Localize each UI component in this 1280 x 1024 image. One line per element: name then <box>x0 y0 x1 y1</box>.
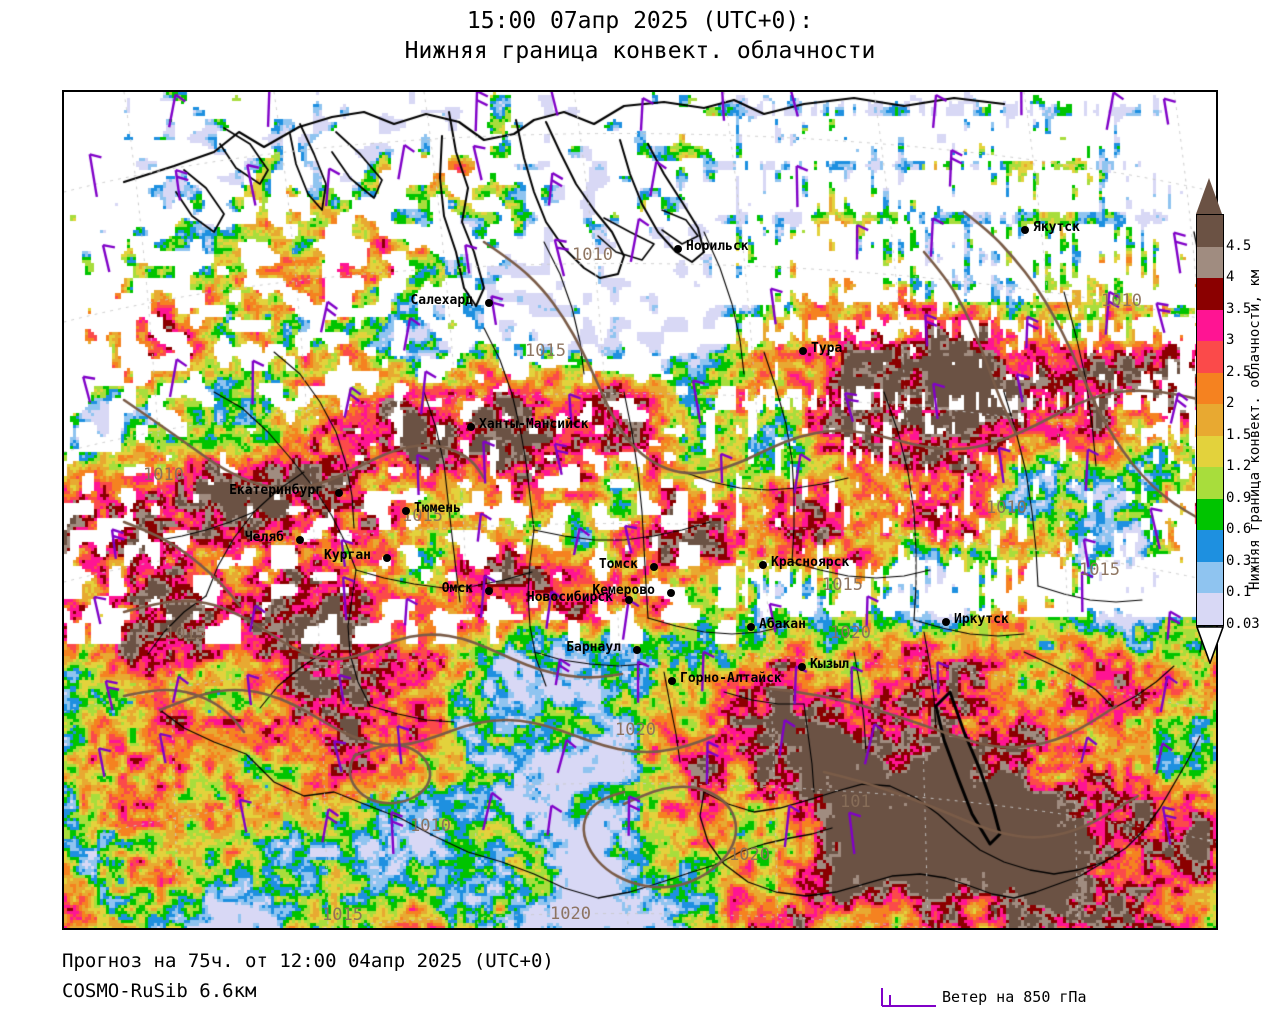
page-title: 15:00 07апр 2025 (UTC+0): Нижняя граница… <box>0 6 1280 66</box>
title-variable: Нижняя граница конвект. облачности <box>404 38 876 64</box>
city-label: Абакан <box>759 617 806 632</box>
colorbar-segment <box>1197 341 1223 373</box>
isobar-label: 1010 <box>410 816 451 836</box>
colorbar-segment <box>1197 530 1223 562</box>
city-dot-icon <box>1021 226 1029 234</box>
city-label: Кызыл <box>810 657 850 672</box>
city-dot-icon <box>798 663 806 671</box>
city-label: Новосибирск <box>526 590 613 605</box>
city-dot-icon <box>296 536 304 544</box>
city-label: Горно-Алтайск <box>680 671 782 686</box>
city-label: Томск <box>598 557 638 572</box>
colorbar-tick-label: 4.5 <box>1226 237 1252 254</box>
colorbar-ticks: 4.5 4 3.5 3 2.5 2 1.5 1.2 0.9 0.6 0.3 0.1 0.03 <box>1226 214 1276 632</box>
city-dot-icon <box>650 563 658 571</box>
isobar-label: 1015 <box>402 506 443 526</box>
city-label: Ханты-Мансийск <box>479 417 589 432</box>
colorbar-tick-label: 4 <box>1226 269 1235 286</box>
isobar-label: 1015 <box>822 575 863 595</box>
wind-legend: Ветер на 850 гПа <box>874 982 1204 1016</box>
city-dot-icon <box>485 299 493 307</box>
footer: Прогноз на 75ч. от 12:00 04апр 2025 (UTC… <box>62 948 1242 1004</box>
city-dot-icon <box>759 561 767 569</box>
colorbar-tick-label: 3 <box>1226 332 1235 349</box>
city-dot-icon <box>402 507 410 515</box>
colorbar-tick-label: 2.5 <box>1226 363 1252 380</box>
city-label: Тюмень <box>414 501 461 516</box>
wind-legend-label: Ветер на 850 гПа <box>942 988 1087 1006</box>
city-dot-icon <box>625 596 633 604</box>
colorbar-segment <box>1197 467 1223 499</box>
colorbar-segment <box>1197 278 1223 310</box>
colorbar-segment <box>1197 593 1223 625</box>
colorbar: 4.5 4 3.5 3 2.5 2 1.5 1.2 0.9 0.6 0.3 0.1 0.03 <box>1195 178 1280 678</box>
isobar-label-layer: 1010 1015 1015 1015 1010 1015 1020 1010 1015 1010… <box>64 92 1216 928</box>
footer-forecast-line: Прогноз на 75ч. от 12:00 04апр 2025 (UTC… <box>62 950 554 972</box>
colorbar-segment <box>1197 215 1223 247</box>
city-label: Якутск <box>1033 220 1080 235</box>
colorbar-over-arrow <box>1196 178 1222 214</box>
colorbar-tick-label: 0.9 <box>1226 489 1252 506</box>
colorbar-tick-label: 3.5 <box>1226 300 1252 317</box>
colorbar-tick-label: 0.03 <box>1226 616 1260 632</box>
city-label: Красноярск <box>771 555 850 570</box>
wind-barb-icon <box>881 988 936 1007</box>
city-label: Екатеринбург <box>229 483 323 498</box>
colorbar-tick-label: 0.1 <box>1226 584 1252 601</box>
colorbar-tick-label: 1.2 <box>1226 458 1252 475</box>
isobar-label: 1020 <box>830 623 871 643</box>
city-dot-icon <box>668 677 676 685</box>
isobar-label: 1015 <box>525 341 566 361</box>
isobar-label: 1015 <box>322 905 363 925</box>
city-dot-icon <box>747 623 755 631</box>
isobar-label: 1020 <box>615 720 656 740</box>
isobar-label: 1015 <box>165 624 206 644</box>
isobar-label: 1015 <box>1079 560 1120 580</box>
city-label: Челяб <box>244 530 284 545</box>
city-dot-icon <box>633 646 641 654</box>
colorbar-segment <box>1197 561 1223 594</box>
city-label-layer: Якутск Норильск Тура Салехард Ханты-Мансийск… <box>64 92 1216 928</box>
colorbar-segment <box>1197 498 1223 531</box>
isobar-label: 1010 <box>143 465 184 485</box>
city-dot-icon <box>467 423 475 431</box>
city-label: Кемерово <box>592 583 655 598</box>
colorbar-tick-label: 0.6 <box>1226 521 1252 538</box>
isobar-label: 1010 <box>572 245 613 265</box>
isobar-label: 1010 <box>986 498 1027 518</box>
city-label: Салехард <box>410 293 473 308</box>
city-dot-icon <box>667 589 675 597</box>
colorbar-tick-label: 1.5 <box>1226 426 1252 443</box>
colorbar-segment <box>1197 309 1223 342</box>
city-label: Курган <box>324 548 371 563</box>
isobar-label: 1020 <box>550 904 591 924</box>
city-dot-icon <box>799 347 807 355</box>
title-valid-time: 15:00 07апр 2025 (UTC+0): <box>466 8 814 34</box>
colorbar-tick-label: 2 <box>1226 395 1235 412</box>
city-dot-icon <box>485 587 493 595</box>
colorbar-segment <box>1197 372 1223 405</box>
footer-model-line: COSMO-RuSib 6.6км <box>62 980 257 1002</box>
isobar-label: 1010 <box>1101 291 1142 311</box>
colorbar-title: Нижняя граница конвект. облачности, км <box>1247 269 1263 591</box>
city-dot-icon <box>942 618 950 626</box>
colorbar-segment <box>1197 435 1223 468</box>
city-dot-icon <box>674 245 682 253</box>
colorbar-segment <box>1197 404 1223 436</box>
isobar-label: 101 <box>840 792 871 812</box>
map-frame[interactable]: 1010 1015 1015 1015 1010 1015 1020 1010 1015 1010… <box>62 90 1218 930</box>
city-label: Норильск <box>686 239 749 254</box>
city-label: Тура <box>811 341 843 356</box>
colorbar-under-arrow <box>1195 626 1225 666</box>
colorbar-tick-label: 0.3 <box>1226 552 1252 569</box>
colorbar-segment <box>1197 246 1223 279</box>
city-dot-icon <box>335 489 343 497</box>
isobar-label: 1020 <box>729 845 770 865</box>
city-label: Иркутск <box>954 612 1009 627</box>
city-label: Барнаул <box>566 640 621 655</box>
colorbar-body <box>1196 214 1224 626</box>
city-label: Омск <box>441 581 473 596</box>
city-dot-icon <box>383 554 391 562</box>
